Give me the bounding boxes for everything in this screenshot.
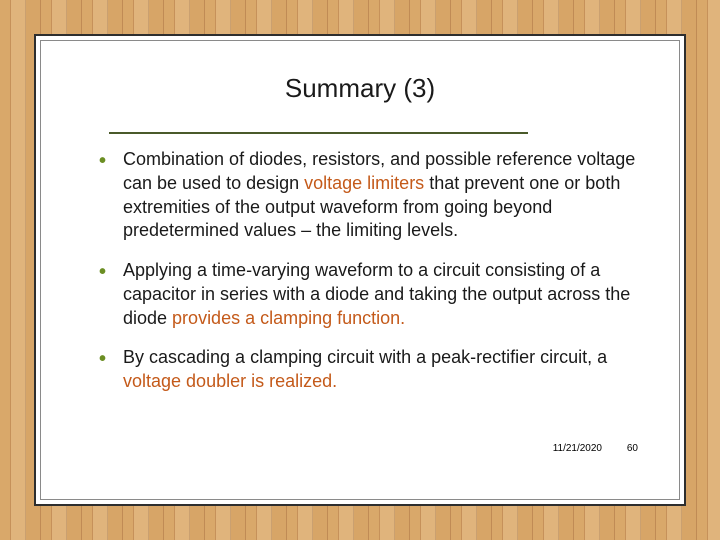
bullet-text-highlight: voltage doubler is realized.: [123, 371, 337, 391]
date-stamp: 11/21/2020: [553, 443, 602, 454]
bullet-item: Combination of diodes, resistors, and po…: [105, 148, 643, 243]
page-number: 60: [627, 443, 638, 454]
bullet-text-highlight: voltage limiters: [304, 173, 424, 193]
slide-inner-frame: Summary (3) Combination of diodes, resis…: [40, 40, 680, 500]
bullet-text-prefix: By cascading a clamping circuit with a p…: [123, 347, 607, 367]
bullet-item: Applying a time-varying waveform to a ci…: [105, 259, 643, 330]
bullet-text-highlight: provides a clamping function.: [172, 308, 405, 328]
bullet-item: By cascading a clamping circuit with a p…: [105, 346, 643, 394]
bullet-list: Combination of diodes, resistors, and po…: [77, 148, 643, 394]
slide-title: Summary (3): [77, 73, 643, 104]
title-separator: [109, 132, 528, 134]
